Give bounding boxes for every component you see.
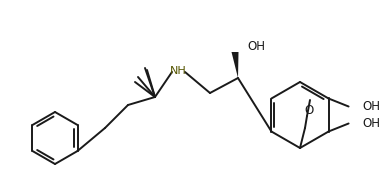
Text: OH: OH [247,40,265,53]
Polygon shape [232,52,238,78]
Text: OH: OH [362,117,381,130]
Text: O: O [305,104,314,117]
Text: NH: NH [170,66,186,76]
Text: OH: OH [362,100,381,113]
